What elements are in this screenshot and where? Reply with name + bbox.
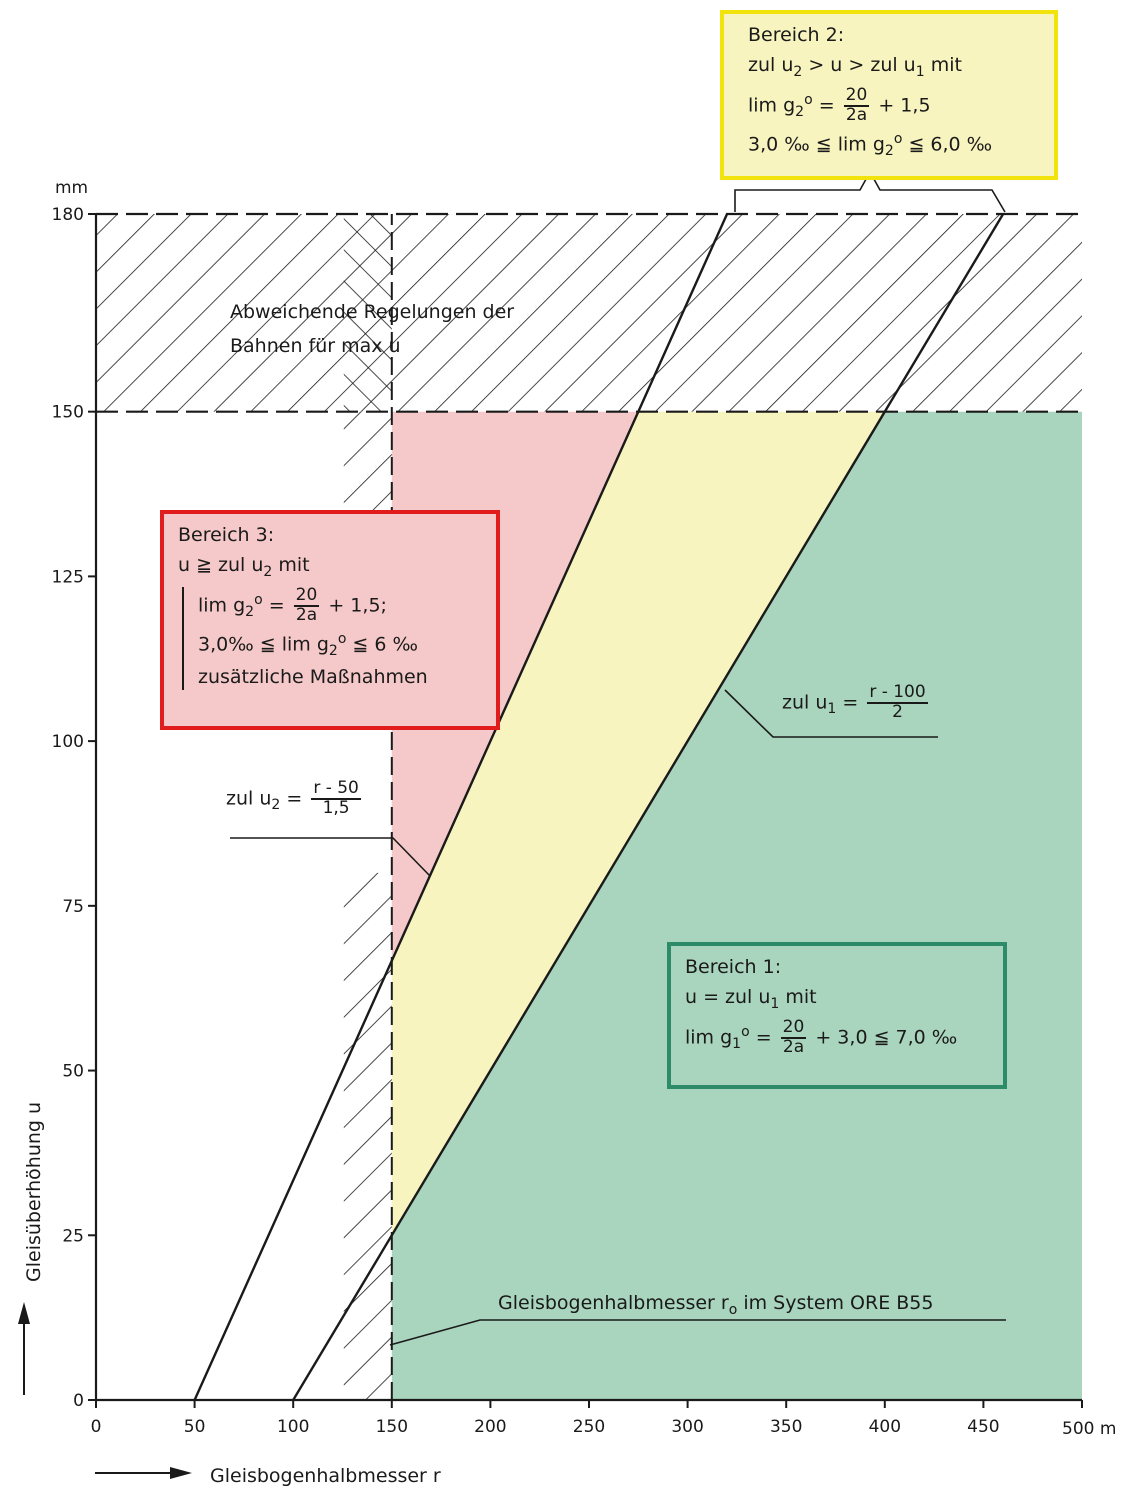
y-axis-title: Gleisüberhöhung u: [23, 1102, 45, 1282]
hatched-areas: [96, 214, 1082, 1400]
u2-label: zul u2 = r - 50 1,5: [226, 778, 361, 818]
bereich2-title: Bereich 2:: [748, 24, 845, 46]
hatch-band-max-u: [96, 214, 1082, 412]
bereich1-box: Bereich 1: u = zul u1 mit lim g1o = 20 2a…: [667, 942, 1007, 1089]
y-tick-label: 25: [62, 1226, 84, 1246]
region-bereich1: [391, 411, 1082, 1400]
x-tick-label: 250: [573, 1417, 605, 1437]
series-line-zul-u2: [193, 213, 729, 1401]
y-tick-label: 180: [52, 205, 84, 225]
x-tick-label: 200: [474, 1417, 506, 1437]
x-tick-label: 100: [277, 1417, 309, 1437]
bereich2-row2: lim g2o = 20 2a + 1,5: [748, 85, 931, 125]
bereich2-row3: 3,0 ‰ ≦ lim g2o ≦ 6,0 ‰: [748, 130, 993, 159]
x-tick-label: 150: [376, 1417, 408, 1437]
x-unit-label: 500 m: [1062, 1419, 1116, 1439]
x-tick-label: 400: [869, 1417, 901, 1437]
bereich3-row4: zusätzliche Maßnahmen: [198, 666, 428, 689]
x-tick-label: 450: [967, 1417, 999, 1437]
y-tick-label: 125: [52, 567, 84, 587]
bereich1-row2: lim g1o = 20 2a + 3,0 ≦ 7,0 ‰: [685, 1017, 958, 1057]
y-tick-labels: 0 25 50 75 100 125 150 180: [52, 205, 84, 1411]
bereich3-title: Bereich 3:: [178, 524, 275, 546]
bereich3-row3: 3,0‰ ≦ lim g2o ≦ 6 ‰: [198, 630, 419, 659]
bereich1-title: Bereich 1:: [685, 956, 782, 978]
bereich1-row1: u = zul u1 mit: [685, 985, 817, 1012]
x-tick-label: 350: [770, 1417, 802, 1437]
series-line-zul-u1: [292, 213, 1005, 1401]
x-axis-title: Gleisbogenhalbmesser r: [210, 1465, 441, 1486]
bereich3-box: Bereich 3: u ≧ zul u2 mit lim g2o = 20 2a…: [160, 510, 500, 730]
bereich3-row1: u ≧ zul u2 mit: [178, 553, 310, 580]
bereich2-box: Bereich 2: zul u2 > u > zul u1 mit lim g…: [720, 10, 1058, 180]
hatch-strip-upper: [343, 411, 392, 520]
x-tick-label: 0: [91, 1417, 102, 1437]
y-tick-label: 150: [52, 403, 84, 423]
y-tick-label: 75: [62, 897, 84, 917]
x-tick-label: 300: [671, 1417, 703, 1437]
hatch-text-line1: Abweichende Regelungen der: [230, 301, 514, 323]
hatch-cross-top: [343, 214, 392, 412]
x-axis-arrow: [95, 1467, 192, 1479]
ro-label: Gleisbogenhalbmesser ro im System ORE B5…: [498, 1292, 934, 1318]
x-tick-label: 50: [184, 1417, 206, 1437]
y-axis-arrow: [18, 1302, 30, 1395]
bereich2-row1: zul u2 > u > zul u1 mit: [748, 53, 962, 80]
x-tick-labels: 0 50 100 150 200 250 300 350 400 450: [91, 1417, 1000, 1437]
hatch-strip-lower: [343, 872, 392, 1400]
y-tick-label: 50: [62, 1062, 84, 1082]
y-tick-label: 100: [52, 732, 84, 752]
hatch-text-line2: Bahnen für max u: [230, 335, 401, 357]
series-lines: [96, 212, 1082, 1401]
u1-label: zul u1 = r - 100 2: [782, 682, 928, 722]
y-tick-label: 0: [73, 1391, 84, 1411]
bereich3-row2: lim g2o = 20 2a + 1,5;: [198, 585, 387, 625]
y-unit-label: mm: [55, 178, 88, 198]
axes: [88, 213, 1083, 1408]
